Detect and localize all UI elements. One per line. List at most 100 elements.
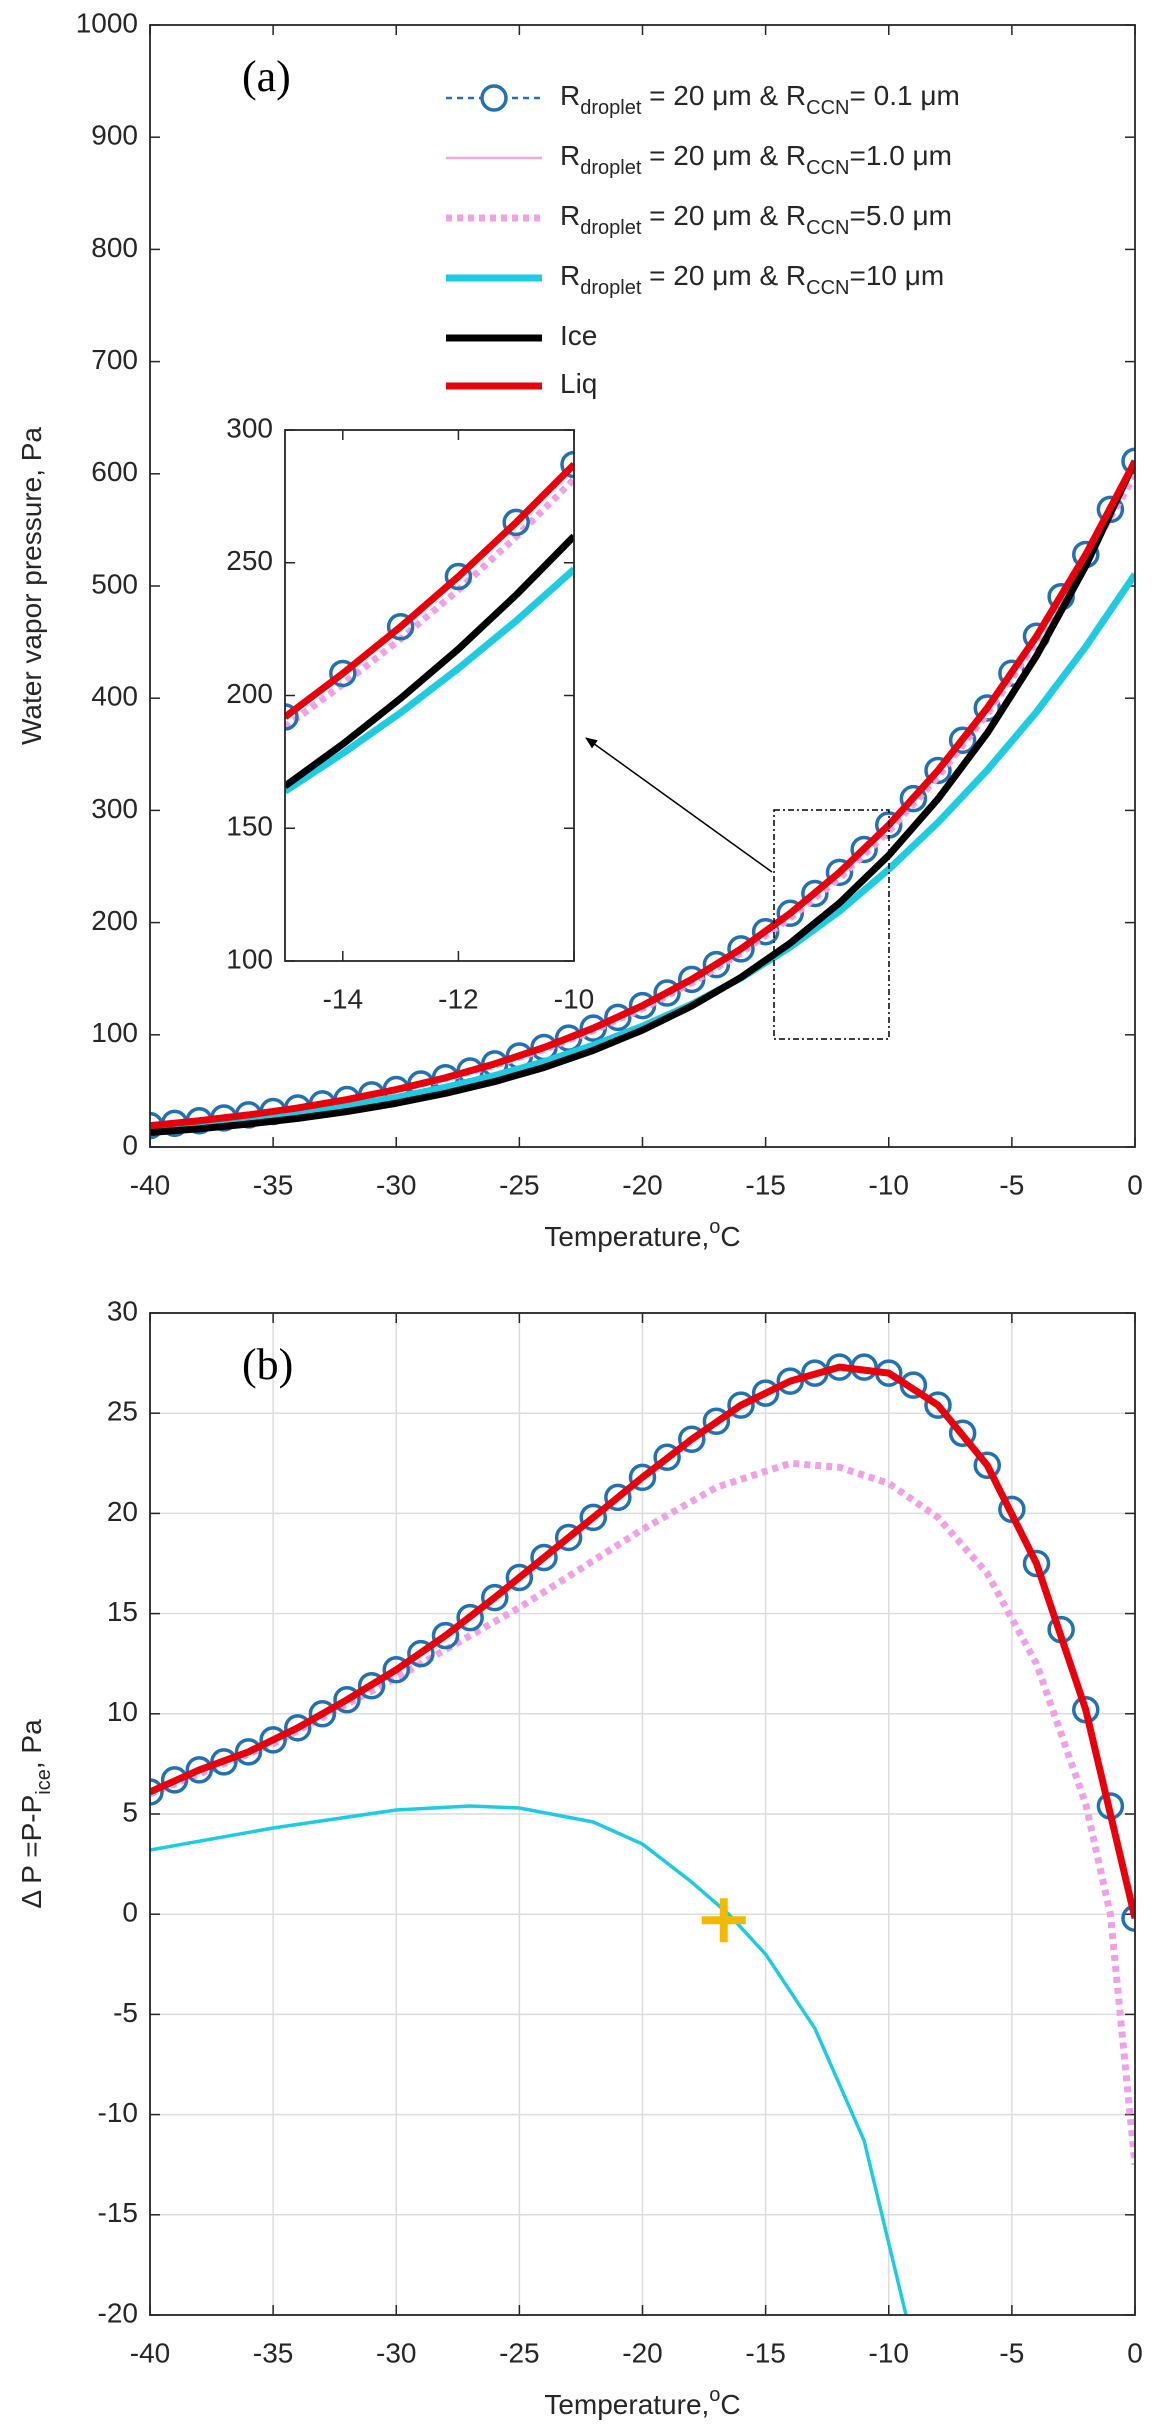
x-axis-label-part: Temperature, <box>544 2389 709 2420</box>
marker <box>850 835 878 864</box>
axes-frame <box>284 429 575 962</box>
series-line <box>150 1363 1135 1920</box>
x-tick-label: -10 <box>554 983 594 1014</box>
marker <box>604 1483 632 1512</box>
legend-label-part: =10 μm <box>849 260 944 291</box>
series-line <box>150 1459 1135 2166</box>
legend-label-part: =5.0 μm <box>849 200 952 231</box>
marker <box>329 659 357 688</box>
marker <box>1121 447 1135 475</box>
legend-label-part: droplet <box>580 277 642 299</box>
marker <box>554 1523 583 1552</box>
series-line <box>285 533 574 789</box>
y-tick-label: 1000 <box>76 7 138 38</box>
y-tick-label: -20 <box>98 2297 138 2328</box>
x-tick-label: 0 <box>1127 1169 1143 1200</box>
x-axis-label-part: o <box>709 2384 720 2406</box>
x-tick-label: -10 <box>869 1169 909 1200</box>
legend-label-part: R <box>560 140 580 171</box>
y-axis-label-part: , Pa <box>16 1719 47 1769</box>
y-axis-label-part: ice <box>33 1769 55 1795</box>
legend-label-part: Liq <box>560 368 597 399</box>
x-tick-label: -20 <box>622 1169 662 1200</box>
x-tick-label: -5 <box>999 2337 1024 2368</box>
marker <box>825 858 854 887</box>
x-tick-label: -12 <box>438 983 478 1014</box>
x-tick-label: -14 <box>323 983 363 1014</box>
series-line <box>285 462 574 720</box>
legend-label: Rdroplet = 20 μm & RCCN=10 μm <box>560 260 944 299</box>
legend-label-part: = 20 μm & R <box>641 200 806 231</box>
y-tick-label: 300 <box>226 412 273 443</box>
marker <box>1022 1549 1051 1578</box>
marker <box>456 1603 484 1632</box>
x-tick-label: -30 <box>376 2337 416 2368</box>
plot-content <box>150 1353 1135 2315</box>
y-axis-label-part: Water vapor pressure, Pa <box>16 427 47 745</box>
plot-content <box>285 450 574 795</box>
legend-label-part: = 20 μm & R <box>641 80 806 111</box>
marker <box>948 1419 977 1447</box>
series-line <box>150 572 1135 1133</box>
marker <box>751 1379 780 1407</box>
y-tick-label: 5 <box>122 1796 138 1827</box>
marker <box>801 879 829 908</box>
marker <box>285 703 299 731</box>
marker <box>560 450 574 479</box>
marker <box>751 917 780 946</box>
series-line <box>285 566 574 795</box>
marker <box>481 1583 509 1612</box>
marker <box>530 1543 558 1572</box>
y-axis-label: Δ P =P-Pice, Pa <box>16 1719 55 1909</box>
x-axis-label-part: o <box>709 1216 720 1238</box>
y-tick-label: 10 <box>107 1696 138 1727</box>
legend-label-part: = 20 μm & R <box>641 260 806 291</box>
marker <box>308 1700 337 1728</box>
zoom-arrow <box>585 737 773 873</box>
legend-label-part: CCN <box>806 157 849 179</box>
y-tick-label: 250 <box>226 545 273 576</box>
legend-label-part: = 20 μm & R <box>641 140 806 171</box>
x-tick-label: -20 <box>622 2337 662 2368</box>
legend-label: Rdroplet = 20 μm & RCCN=1.0 μm <box>560 140 952 179</box>
legend-label-part: = 0.1 μm <box>849 80 959 111</box>
marker <box>259 1726 287 1754</box>
y-tick-label: 25 <box>107 1396 138 1427</box>
legend-label-part: droplet <box>580 157 642 179</box>
x-tick-label: -5 <box>999 1169 1024 1200</box>
legend-label-part: droplet <box>580 217 642 239</box>
x-axis-label-part: C <box>720 1221 740 1252</box>
marker <box>382 1655 410 1684</box>
y-tick-label: -10 <box>98 2097 138 2128</box>
x-tick-label: -10 <box>869 2337 909 2368</box>
plus-marker <box>701 1898 746 1943</box>
marker <box>899 784 928 813</box>
marker <box>357 1671 386 1700</box>
y-tick-label: 200 <box>226 678 273 709</box>
legend-label-part: CCN <box>806 217 849 239</box>
x-tick-label: -25 <box>499 2337 539 2368</box>
marker <box>234 1738 263 1766</box>
x-tick-label: 0 <box>1127 2337 1143 2368</box>
x-axis-label-part: Temperature, <box>544 1221 709 1252</box>
x-tick-label: -40 <box>130 1169 170 1200</box>
plot-content <box>150 447 1135 1140</box>
x-tick-label: -15 <box>745 1169 785 1200</box>
axes-frame <box>149 24 1136 1148</box>
x-tick-label: -35 <box>253 2337 293 2368</box>
marker <box>407 1639 435 1668</box>
legend-label-part: R <box>560 80 580 111</box>
y-tick-label: 900 <box>91 120 138 151</box>
x-tick-label: -40 <box>130 2337 170 2368</box>
y-tick-label: 300 <box>91 793 138 824</box>
marker <box>160 1766 189 1794</box>
marker <box>948 726 977 755</box>
marker <box>1121 1904 1135 1932</box>
series-line <box>150 459 1135 1130</box>
y-tick-label: 100 <box>91 1017 138 1048</box>
x-axis-label-part: C <box>720 2389 740 2420</box>
marker <box>502 508 530 537</box>
legend-label: Liq <box>560 368 597 399</box>
y-axis-label-part: Δ P =P-P <box>16 1795 47 1909</box>
